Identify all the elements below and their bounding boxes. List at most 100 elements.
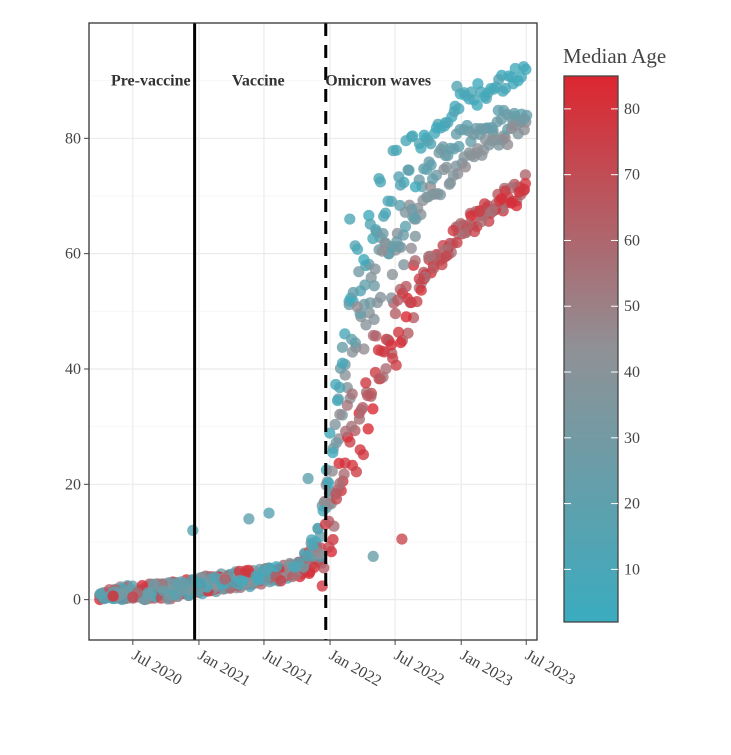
data-point-young-adult [518,113,531,125]
data-point-young-adult [94,588,106,600]
data-point-middle-age [499,132,511,144]
data-point-youngest [478,91,491,103]
data-point-middle-age [518,124,530,136]
data-point-senior [424,250,436,262]
data-point-oldest [415,284,427,296]
data-point-senior [355,404,367,416]
data-point-oldest [360,377,372,389]
period-label: Pre-vaccine [111,73,191,90]
data-point-oldest [413,273,425,285]
data-point-young-adult [492,104,504,116]
data-point-young-adult [368,280,380,292]
data-point-oldest [440,250,452,262]
data-point-senior [392,294,404,306]
data-point-young-adult [116,587,128,600]
data-point-youngest [363,209,375,222]
data-point-oldest [308,561,320,574]
data-point-senior [346,388,358,400]
data-point-youngest [453,103,465,115]
data-point-youngest [270,561,282,573]
data-point-middle-age [318,496,330,509]
data-point-middle-age [329,418,341,431]
points-layer [94,61,533,606]
data-point-youngest [497,85,509,97]
period-label: Omicron waves [325,73,431,90]
data-point-youngest [374,176,387,188]
data-point-youngest [331,395,344,407]
data-point-outlier [451,80,463,92]
legend-tick-label: 10 [624,561,640,578]
data-point-young-adult [425,159,437,171]
data-point-senior [370,330,382,342]
data-point-oldest [240,565,252,577]
data-point-oldest [465,210,477,222]
data-point-middle-age [440,161,453,173]
data-point-youngest [252,574,264,586]
data-point-middle-age [463,147,475,159]
legend-colorbar [563,75,619,623]
data-point-young-adult [468,128,480,140]
data-point-youngest [471,99,483,111]
data-point-senior [400,280,412,293]
data-point-middle-age [409,230,421,242]
data-point-youngest [509,62,521,75]
data-point-middle-age [346,346,358,358]
data-point-youngest [520,63,532,75]
data-point-middle-age [405,242,417,254]
data-point-middle-age [369,263,381,275]
data-point-senior [341,399,353,411]
data-point-oldest [107,590,119,602]
data-point-oldest [473,205,486,217]
legend-title: Median Age [563,44,666,68]
x-tick-label: Jan 2021 [195,647,253,690]
data-point-middle-age [447,170,459,182]
data-point-young-adult [157,585,169,597]
data-point-youngest [307,539,319,551]
data-point-youngest [334,381,346,394]
data-point-youngest [351,243,364,255]
data-point-oldest [451,237,463,249]
data-point-middle-age [399,206,411,218]
data-point-youngest [260,563,272,576]
legend-tick-label: 80 [624,101,640,118]
legend-tick-label: 40 [624,364,640,381]
data-point-senior [519,169,532,181]
data-point-oldest [354,444,366,456]
y-tick-label: 0 [73,592,81,609]
y-tick-label: 40 [65,361,81,378]
data-point-middle-age [376,245,388,257]
data-point-oldest [385,339,397,351]
data-point-middle-age [493,139,505,151]
data-point-young-adult [162,593,174,605]
data-point-youngest [358,254,370,266]
data-point-outlier [302,472,314,485]
data-point-young-adult [347,286,359,299]
data-point-middle-age [360,319,372,331]
y-tick-label: 20 [65,476,81,493]
data-point-young-adult [359,279,371,291]
data-point-youngest [418,129,430,141]
legend-tick-label: 70 [624,167,640,184]
legend-tick-label: 60 [624,232,640,249]
data-point-youngest [382,195,394,207]
data-point-middle-age [480,134,492,146]
period-lines-layer [193,23,328,640]
data-point-young-adult [353,266,365,278]
data-point-outlier [263,507,275,519]
data-point-senior [462,219,474,231]
data-point-oldest [372,344,385,356]
data-point-oldest [405,296,417,309]
data-point-senior [475,216,487,228]
period-labels-layer: Pre-vaccine Vaccine Omicron waves [111,73,431,90]
data-point-senior [362,390,374,402]
data-point-middle-age [351,301,363,313]
data-point-oldest [395,337,407,349]
legend-tick-label: 50 [624,298,640,315]
legend-tick-label: 30 [624,430,640,447]
data-point-youngest [488,83,500,95]
data-point-senior [346,420,358,432]
color-legend: Median Age 10 20 30 40 50 60 70 80 [563,44,666,623]
data-point-youngest [194,577,206,589]
data-point-middle-age [334,408,346,420]
